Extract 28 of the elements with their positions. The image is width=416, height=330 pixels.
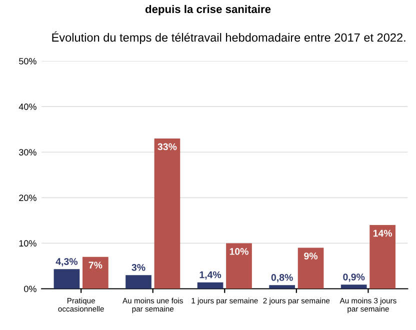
data-label: 3% [132,264,146,271]
data-label: 1,4% [200,271,222,280]
y-tick-label: 50% [19,58,36,64]
bar [226,243,252,289]
bar [197,282,224,289]
y-tick-label: 40% [18,104,36,110]
data-label: 33% [158,143,177,150]
chart-subtitle: Évolution du temps de télétravail hebdomadaire entre 2017 et 2022. [52,31,406,44]
bar [269,285,295,289]
data-label: 10% [230,248,248,255]
bar [154,138,180,289]
bar [126,275,152,289]
y-tick-label: 20% [19,194,36,202]
y-tick-label: 30% [19,149,36,156]
bar [340,284,367,289]
y-tick-label: 10% [19,240,36,247]
bar [82,256,108,289]
y-tick-label: 0% [24,286,36,292]
data-label: 0,9% [343,274,365,282]
data-label: 4,3% [56,258,78,266]
chart-title: depuis la crise sanitaire [145,4,271,16]
bar [298,248,324,289]
data-label: 7% [88,262,102,269]
data-label: 9% [304,252,318,260]
data-label: 14% [373,230,392,237]
data-label: 0,8% [271,274,293,282]
bar [54,269,80,289]
bar [370,224,396,289]
